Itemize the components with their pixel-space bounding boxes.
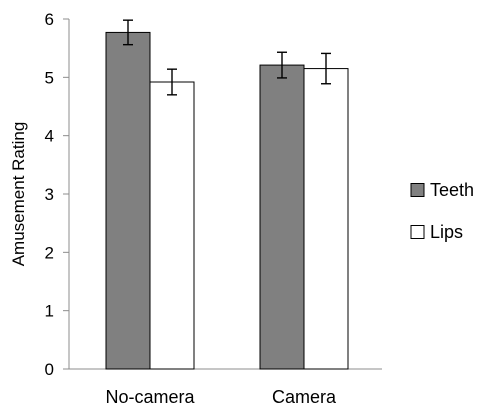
y-tick-label: 1: [45, 302, 54, 321]
x-category-label: No-camera: [105, 387, 195, 407]
bar-teeth-no-camera: [105, 31, 151, 370]
y-tick-label: 3: [45, 185, 54, 204]
legend-label-lips: Lips: [430, 222, 463, 242]
y-axis: 0 1 2 3 4 5 6: [45, 10, 70, 379]
y-tick-label: 5: [45, 68, 54, 87]
bar-teeth-camera: [259, 64, 305, 370]
y-tick-label: 4: [45, 127, 54, 146]
legend-swatch-teeth: [410, 183, 425, 197]
y-tick-label: 0: [45, 360, 54, 379]
bar-lips-no-camera: [149, 81, 195, 370]
x-axis: No-camera Camera: [69, 368, 382, 407]
y-tick-label: 2: [45, 243, 54, 262]
y-tick-label: 6: [45, 10, 54, 29]
x-category-label: Camera: [272, 387, 337, 407]
legend: Teeth Lips: [410, 180, 474, 242]
error-bars: [123, 19, 331, 96]
bar-lips-camera: [303, 68, 349, 370]
bars: [105, 31, 349, 370]
legend-label-teeth: Teeth: [430, 180, 474, 200]
y-axis-label: Amusement Rating: [9, 122, 28, 267]
legend-swatch-lips: [410, 225, 425, 239]
